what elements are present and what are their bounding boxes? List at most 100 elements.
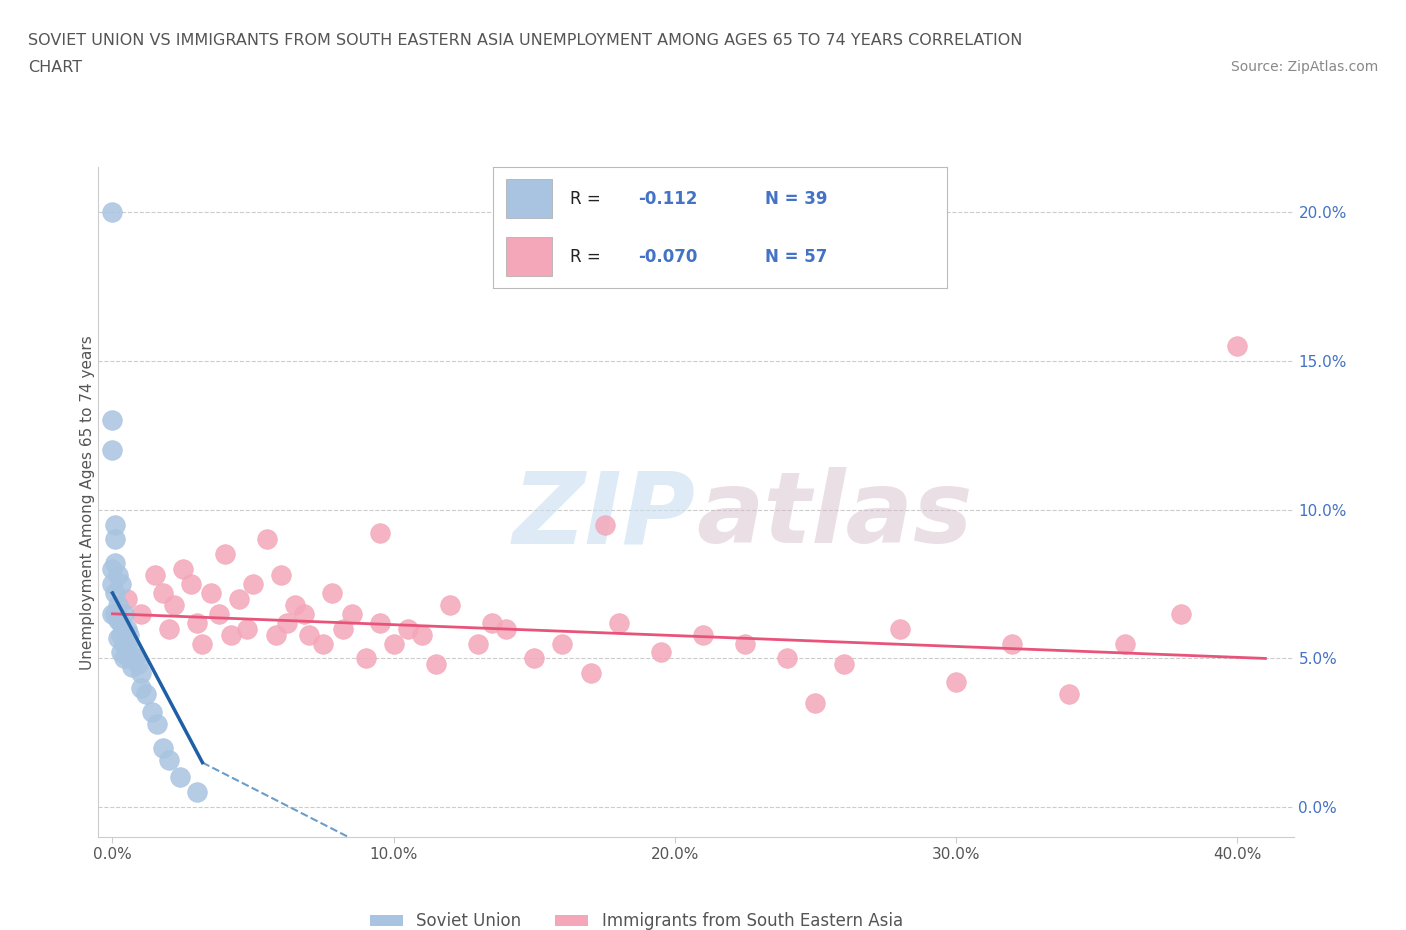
- Point: [396, 621, 419, 636]
- Point: [172, 562, 194, 577]
- Point: [368, 616, 391, 631]
- Point: [163, 597, 186, 612]
- Point: [115, 591, 138, 606]
- Point: [104, 606, 127, 621]
- Point: [143, 567, 166, 582]
- Point: [101, 443, 124, 458]
- Point: [112, 651, 135, 666]
- Point: [129, 666, 152, 681]
- Point: [104, 556, 127, 571]
- Point: [191, 636, 214, 651]
- Point: [495, 621, 517, 636]
- Point: [1226, 339, 1249, 353]
- Point: [332, 621, 354, 636]
- Point: [101, 413, 124, 428]
- Point: [692, 627, 714, 642]
- Point: [101, 606, 124, 621]
- Point: [312, 636, 335, 651]
- Point: [256, 532, 278, 547]
- Point: [129, 681, 152, 696]
- Point: [107, 631, 129, 645]
- Point: [264, 627, 287, 642]
- Point: [242, 577, 264, 591]
- Point: [1114, 636, 1136, 651]
- Point: [112, 606, 135, 621]
- Point: [579, 666, 602, 681]
- Point: [169, 770, 191, 785]
- Point: [832, 657, 855, 671]
- Point: [368, 526, 391, 541]
- Point: [236, 621, 259, 636]
- Point: [889, 621, 911, 636]
- Point: [129, 606, 152, 621]
- Point: [121, 645, 143, 660]
- Point: [115, 636, 138, 651]
- Point: [804, 696, 827, 711]
- Point: [228, 591, 250, 606]
- Text: atlas: atlas: [696, 467, 973, 565]
- Point: [101, 577, 124, 591]
- Point: [650, 645, 672, 660]
- Point: [186, 616, 208, 631]
- Point: [214, 547, 236, 562]
- Point: [593, 517, 616, 532]
- Point: [292, 606, 315, 621]
- Point: [110, 627, 132, 642]
- Point: [284, 597, 307, 612]
- Point: [157, 621, 180, 636]
- Point: [1057, 686, 1080, 701]
- Y-axis label: Unemployment Among Ages 65 to 74 years: Unemployment Among Ages 65 to 74 years: [80, 335, 94, 670]
- Point: [1170, 606, 1192, 621]
- Point: [118, 651, 141, 666]
- Point: [481, 616, 503, 631]
- Point: [121, 660, 143, 675]
- Point: [112, 636, 135, 651]
- Point: [945, 675, 967, 690]
- Point: [180, 577, 202, 591]
- Point: [115, 621, 138, 636]
- Point: [270, 567, 292, 582]
- Text: SOVIET UNION VS IMMIGRANTS FROM SOUTH EASTERN ASIA UNEMPLOYMENT AMONG AGES 65 TO: SOVIET UNION VS IMMIGRANTS FROM SOUTH EA…: [28, 33, 1022, 47]
- Point: [135, 686, 157, 701]
- Point: [124, 651, 146, 666]
- Point: [104, 586, 127, 601]
- Point: [110, 577, 132, 591]
- Text: ZIP: ZIP: [513, 467, 696, 565]
- Legend: Soviet Union, Immigrants from South Eastern Asia: Soviet Union, Immigrants from South East…: [363, 906, 910, 930]
- Point: [127, 657, 149, 671]
- Point: [200, 586, 222, 601]
- Point: [219, 627, 242, 642]
- Point: [1001, 636, 1024, 651]
- Point: [152, 586, 174, 601]
- Point: [104, 517, 127, 532]
- Point: [157, 752, 180, 767]
- Point: [298, 627, 321, 642]
- Text: CHART: CHART: [28, 60, 82, 75]
- Point: [734, 636, 756, 651]
- Text: Source: ZipAtlas.com: Source: ZipAtlas.com: [1230, 60, 1378, 74]
- Point: [340, 606, 363, 621]
- Point: [439, 597, 461, 612]
- Point: [110, 616, 132, 631]
- Point: [467, 636, 489, 651]
- Point: [104, 532, 127, 547]
- Point: [186, 785, 208, 800]
- Point: [107, 612, 129, 627]
- Point: [321, 586, 343, 601]
- Point: [101, 205, 124, 219]
- Point: [276, 616, 298, 631]
- Point: [107, 567, 129, 582]
- Point: [146, 716, 169, 731]
- Point: [411, 627, 433, 642]
- Point: [152, 740, 174, 755]
- Point: [208, 606, 231, 621]
- Point: [110, 645, 132, 660]
- Point: [382, 636, 405, 651]
- Point: [551, 636, 574, 651]
- Point: [425, 657, 447, 671]
- Point: [107, 597, 129, 612]
- Point: [607, 616, 630, 631]
- Point: [523, 651, 546, 666]
- Point: [101, 562, 124, 577]
- Point: [354, 651, 377, 666]
